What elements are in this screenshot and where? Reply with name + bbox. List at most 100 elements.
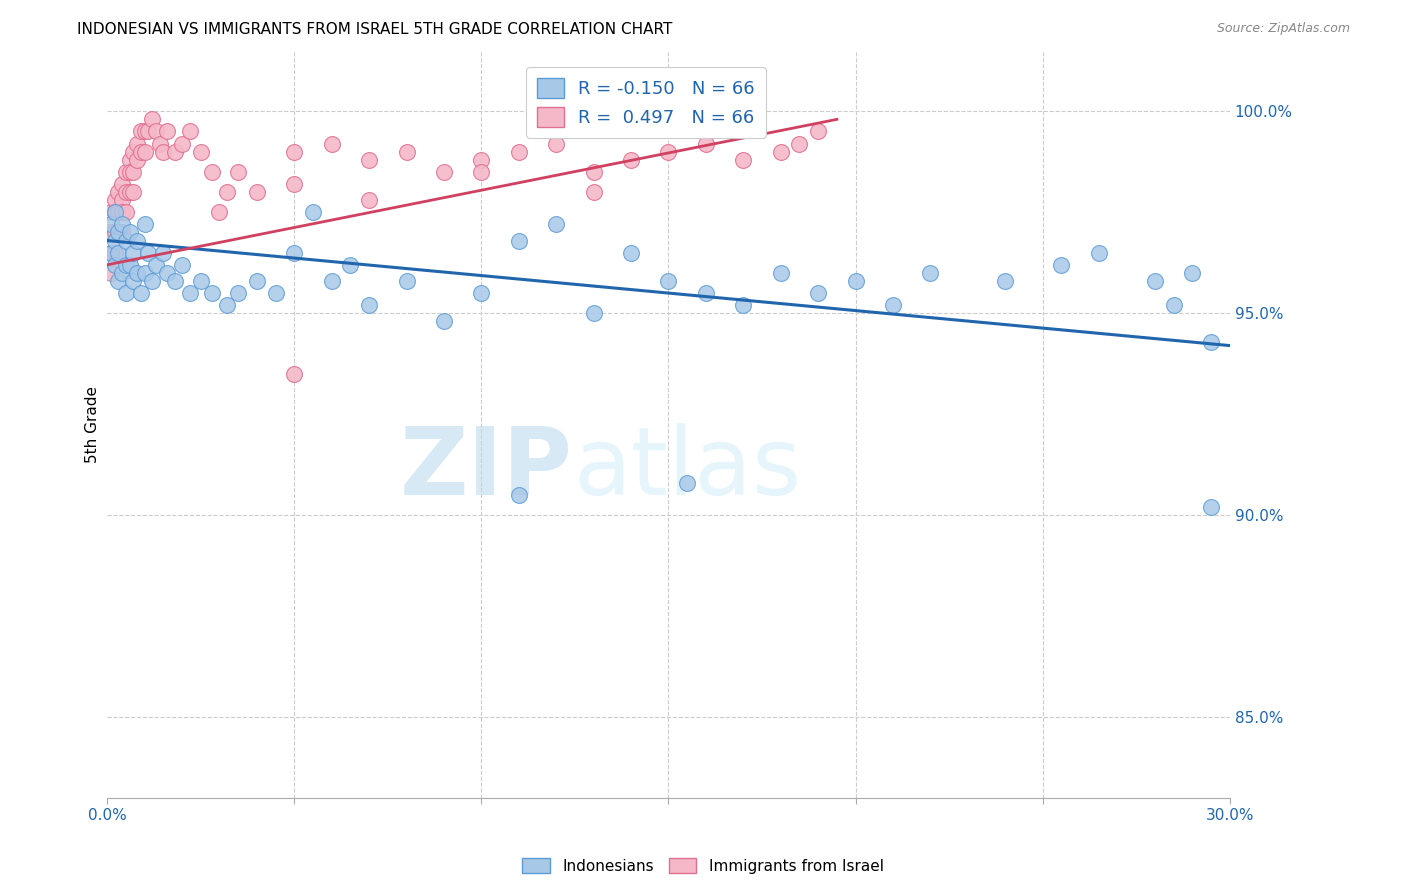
Point: [134, 218, 156, 232]
Point: [127, 234, 149, 248]
Point: [115, 165, 138, 179]
Point: [100, 218, 122, 232]
Point: [657, 274, 679, 288]
Point: [104, 205, 127, 219]
Point: [1181, 266, 1204, 280]
Point: [433, 165, 456, 179]
Point: [546, 218, 568, 232]
Point: [129, 124, 152, 138]
Point: [882, 298, 904, 312]
Legend: Indonesians, Immigrants from Israel: Indonesians, Immigrants from Israel: [516, 852, 890, 880]
Point: [546, 136, 568, 151]
Text: atlas: atlas: [574, 423, 801, 516]
Point: [845, 274, 868, 288]
Point: [122, 274, 145, 288]
Point: [733, 153, 755, 167]
Point: [179, 286, 201, 301]
Point: [115, 286, 138, 301]
Point: [283, 177, 305, 191]
Point: [141, 274, 163, 288]
Point: [134, 124, 156, 138]
Point: [149, 136, 172, 151]
Point: [920, 266, 942, 280]
Point: [127, 266, 149, 280]
Point: [111, 266, 134, 280]
Text: Source: ZipAtlas.com: Source: ZipAtlas.com: [1216, 22, 1350, 36]
Point: [118, 258, 141, 272]
Point: [321, 274, 343, 288]
Point: [100, 266, 122, 280]
Point: [107, 185, 129, 199]
Point: [127, 136, 149, 151]
Point: [111, 226, 134, 240]
Point: [138, 124, 160, 138]
Point: [226, 286, 249, 301]
Point: [163, 274, 186, 288]
Point: [1199, 334, 1222, 349]
Point: [676, 475, 699, 490]
Point: [107, 205, 129, 219]
Point: [107, 245, 129, 260]
Point: [508, 234, 530, 248]
Point: [107, 226, 129, 240]
Point: [582, 165, 605, 179]
Point: [111, 218, 134, 232]
Point: [118, 165, 141, 179]
Text: INDONESIAN VS IMMIGRANTS FROM ISRAEL 5TH GRADE CORRELATION CHART: INDONESIAN VS IMMIGRANTS FROM ISRAEL 5TH…: [77, 22, 672, 37]
Point: [104, 245, 127, 260]
Point: [118, 153, 141, 167]
Point: [170, 258, 193, 272]
Point: [104, 234, 127, 248]
Point: [100, 205, 122, 219]
Point: [395, 274, 418, 288]
Point: [141, 112, 163, 127]
Point: [789, 136, 811, 151]
Point: [470, 165, 492, 179]
Point: [657, 145, 679, 159]
Point: [620, 153, 643, 167]
Point: [115, 205, 138, 219]
Point: [138, 245, 160, 260]
Point: [339, 258, 361, 272]
Point: [283, 367, 305, 381]
Point: [470, 153, 492, 167]
Point: [134, 266, 156, 280]
Point: [215, 298, 238, 312]
Point: [1050, 258, 1073, 272]
Y-axis label: 5th Grade: 5th Grade: [86, 386, 100, 463]
Point: [104, 193, 127, 207]
Point: [769, 145, 792, 159]
Point: [145, 258, 167, 272]
Point: [582, 306, 605, 320]
Point: [190, 274, 212, 288]
Point: [104, 226, 127, 240]
Point: [582, 185, 605, 199]
Point: [156, 266, 179, 280]
Point: [107, 274, 129, 288]
Point: [508, 488, 530, 502]
Point: [122, 185, 145, 199]
Point: [283, 245, 305, 260]
Point: [107, 226, 129, 240]
Point: [190, 145, 212, 159]
Point: [1163, 298, 1185, 312]
Point: [359, 298, 381, 312]
Point: [152, 145, 174, 159]
Point: [769, 266, 792, 280]
Point: [127, 153, 149, 167]
Point: [1087, 245, 1109, 260]
Point: [152, 245, 174, 260]
Point: [215, 185, 238, 199]
Point: [115, 234, 138, 248]
Point: [179, 124, 201, 138]
Point: [807, 286, 830, 301]
Point: [620, 245, 643, 260]
Text: ZIP: ZIP: [401, 423, 574, 516]
Point: [395, 145, 418, 159]
Point: [246, 274, 269, 288]
Point: [100, 226, 122, 240]
Point: [134, 145, 156, 159]
Point: [115, 258, 138, 272]
Point: [201, 286, 224, 301]
Point: [111, 205, 134, 219]
